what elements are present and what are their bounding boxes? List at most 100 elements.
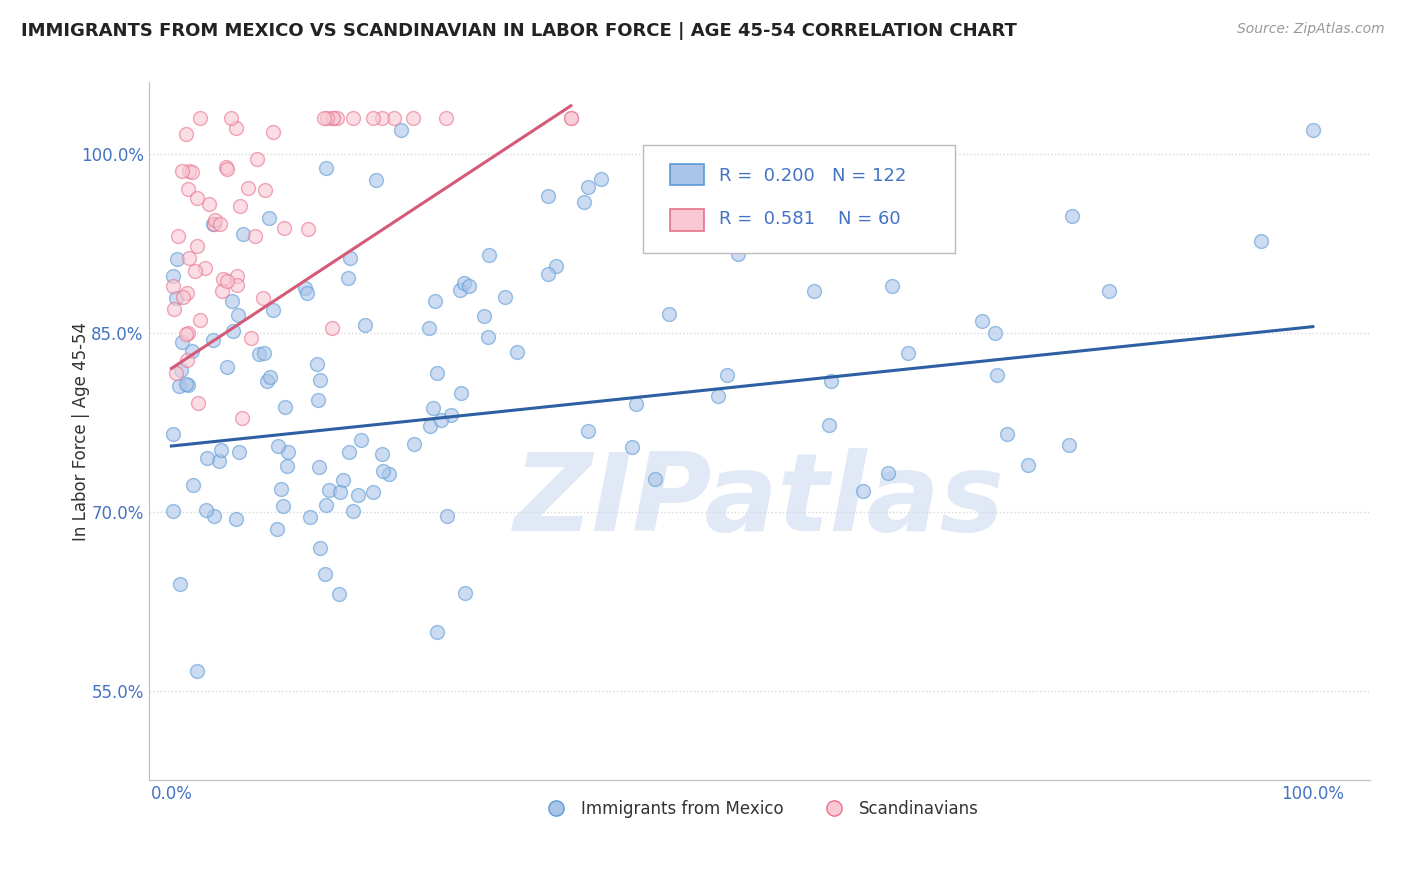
Point [188, 111, 211, 125]
Point [803, 285, 825, 299]
Point [170, 163, 193, 178]
Point [328, 586, 350, 600]
Point [620, 440, 643, 454]
Point [266, 522, 288, 536]
Point [778, 180, 800, 194]
Point [243, 228, 266, 243]
Point [208, 217, 231, 231]
Point [204, 217, 226, 231]
Point [308, 459, 330, 474]
Point [228, 444, 250, 458]
Point [347, 488, 370, 502]
Point [322, 111, 344, 125]
Point [422, 401, 444, 415]
Point [273, 221, 295, 235]
Point [188, 313, 211, 327]
Point [537, 267, 560, 281]
Point [215, 160, 238, 174]
Point [506, 345, 529, 359]
Point [361, 484, 384, 499]
Text: R =  0.200   N = 122: R = 0.200 N = 122 [718, 167, 907, 186]
Point [257, 211, 280, 226]
Point [180, 164, 202, 178]
Point [215, 162, 238, 177]
Point [239, 331, 262, 345]
Text: IMMIGRANTS FROM MEXICO VS SCANDINAVIAN IN LABOR FORCE | AGE 45-54 CORRELATION CH: IMMIGRANTS FROM MEXICO VS SCANDINAVIAN I… [21, 22, 1017, 40]
Point [817, 417, 839, 432]
Point [1062, 209, 1084, 223]
Point [186, 191, 208, 205]
Point [727, 247, 749, 261]
Point [177, 326, 200, 340]
Point [332, 473, 354, 487]
Point [276, 458, 298, 473]
Point [177, 163, 200, 178]
FancyBboxPatch shape [643, 145, 955, 253]
Point [228, 199, 250, 213]
Point [169, 577, 191, 591]
Point [208, 454, 231, 468]
Point [354, 318, 377, 333]
Point [162, 503, 184, 517]
Point [402, 111, 425, 125]
Point [560, 111, 582, 125]
Point [176, 378, 198, 392]
Point [419, 419, 441, 434]
Point [591, 171, 613, 186]
Point [425, 293, 447, 308]
Point [309, 373, 332, 387]
Point [246, 152, 269, 166]
Point [222, 324, 245, 338]
Point [984, 326, 1007, 340]
Point [707, 389, 730, 403]
Point [537, 189, 560, 203]
Point [295, 286, 318, 301]
Point [478, 248, 501, 262]
Point [972, 314, 994, 328]
Point [174, 376, 197, 391]
Point [181, 343, 204, 358]
Point [183, 264, 205, 278]
Point [297, 221, 319, 235]
Point [326, 111, 349, 125]
Point [299, 509, 322, 524]
Point [172, 290, 194, 304]
Point [176, 285, 198, 300]
Point [209, 443, 232, 458]
Point [995, 427, 1018, 442]
Point [312, 111, 335, 125]
Point [364, 173, 387, 187]
Point [307, 393, 329, 408]
Point [361, 111, 384, 125]
Point [820, 374, 842, 388]
Point [309, 541, 332, 555]
Point [371, 111, 394, 125]
Point [170, 363, 193, 377]
Point [624, 397, 647, 411]
Point [166, 252, 188, 267]
Point [271, 499, 294, 513]
Point [247, 347, 270, 361]
Point [560, 111, 582, 125]
Point [165, 291, 187, 305]
Point [454, 586, 477, 600]
Point [986, 368, 1008, 383]
Point [477, 330, 499, 344]
Point [262, 303, 284, 318]
Point [194, 261, 217, 276]
Point [329, 484, 352, 499]
Point [221, 294, 243, 309]
Point [167, 229, 190, 244]
Point [195, 450, 218, 465]
Point [194, 503, 217, 517]
Point [267, 439, 290, 453]
Point [162, 427, 184, 442]
Y-axis label: In Labor Force | Age 45-54: In Labor Force | Age 45-54 [72, 322, 90, 541]
Point [315, 499, 337, 513]
Point [1017, 458, 1039, 473]
Point [176, 326, 198, 341]
Point [1302, 122, 1324, 136]
Point [215, 274, 238, 288]
Point [318, 483, 340, 497]
Point [226, 308, 249, 322]
